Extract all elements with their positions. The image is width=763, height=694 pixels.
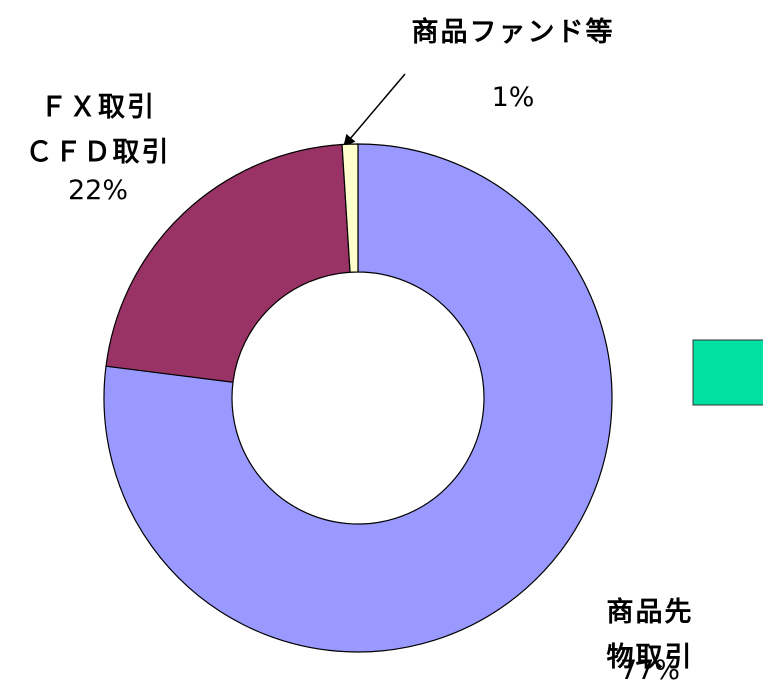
value-label: 77% [619, 655, 681, 686]
legend-box [692, 339, 763, 406]
slice [103, 143, 613, 653]
annotation-arrow [343, 73, 406, 147]
category-label: ＦＸ取引 ＣＦＤ取引 [25, 92, 171, 168]
category-label: 商品ファンド等 [411, 17, 615, 48]
donut [103, 143, 613, 653]
slice [105, 143, 351, 383]
category-label: 商品先物取引 [606, 597, 694, 673]
value-label: 1% [491, 82, 535, 113]
slice [341, 143, 359, 273]
value-label: 22% [67, 175, 129, 206]
